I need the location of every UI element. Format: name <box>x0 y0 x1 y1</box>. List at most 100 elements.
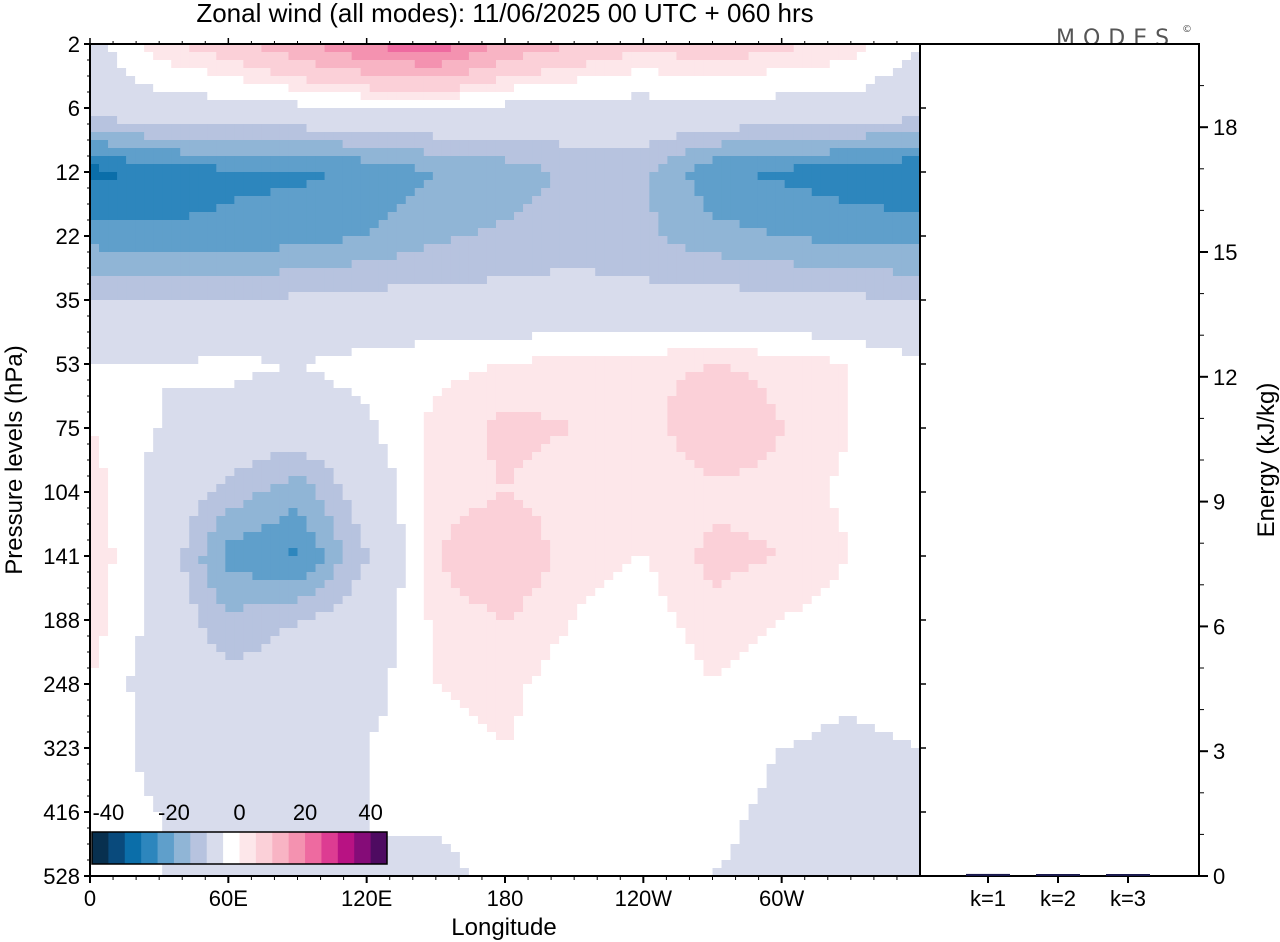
field-cell <box>712 268 723 277</box>
field-cell <box>514 436 524 445</box>
field-cell <box>559 44 569 53</box>
field-cell <box>171 260 181 269</box>
field-cell <box>784 292 795 301</box>
field-cell <box>568 172 578 181</box>
field-cell <box>883 460 894 469</box>
field-cell <box>468 372 479 381</box>
field-cell <box>838 300 849 309</box>
field-cell <box>613 76 623 85</box>
field-cell <box>703 388 714 397</box>
field-cell <box>99 356 109 365</box>
field-cell <box>459 172 470 181</box>
field-cell <box>360 468 371 477</box>
field-cell <box>477 164 488 173</box>
field-cell <box>306 212 317 221</box>
field-cell <box>793 116 804 125</box>
field-cell <box>892 308 903 317</box>
field-cell <box>739 412 750 421</box>
field-cell <box>730 196 741 205</box>
field-cell <box>396 460 407 469</box>
field-cell <box>892 324 903 333</box>
field-cell <box>378 460 389 469</box>
field-cell <box>838 132 849 141</box>
field-cell <box>838 196 849 205</box>
field-cell <box>270 220 281 229</box>
field-cell <box>649 52 659 61</box>
field-cell <box>288 124 299 133</box>
field-cell <box>315 180 326 189</box>
field-cell <box>207 276 217 285</box>
field-cell <box>432 332 443 341</box>
field-cell <box>108 436 118 445</box>
field-cell <box>631 76 641 85</box>
field-cell <box>811 180 822 189</box>
field-cell <box>640 372 650 381</box>
field-cell <box>541 292 551 301</box>
field-cell <box>676 76 687 85</box>
field-cell <box>766 132 777 141</box>
field-cell <box>387 236 398 245</box>
field-cell <box>586 180 596 189</box>
field-cell <box>99 92 109 101</box>
field-cell <box>324 172 335 181</box>
field-cell <box>468 116 479 125</box>
field-cell <box>784 380 795 389</box>
field-cell <box>432 92 443 101</box>
field-cell <box>99 404 109 413</box>
field-cell <box>108 380 118 389</box>
field-cell <box>595 76 605 85</box>
field-cell <box>486 292 497 301</box>
field-cell <box>297 468 308 477</box>
field-cell <box>153 156 163 165</box>
field-cell <box>514 132 524 141</box>
field-cell <box>883 68 894 77</box>
field-cell <box>820 84 831 93</box>
field-cell <box>180 428 190 437</box>
field-cell <box>712 172 723 181</box>
field-cell <box>541 436 551 445</box>
field-cell <box>99 172 109 181</box>
field-cell <box>622 452 632 461</box>
field-cell <box>586 388 596 397</box>
field-cell <box>477 428 488 437</box>
field-cell <box>90 380 100 389</box>
field-cell <box>378 388 389 397</box>
field-cell <box>333 116 344 125</box>
field-cell <box>90 332 100 341</box>
field-cell <box>261 276 272 285</box>
field-cell <box>126 188 136 197</box>
field-cell <box>234 276 244 285</box>
field-cell <box>495 300 506 309</box>
field-cell <box>369 60 380 69</box>
field-cell <box>153 236 163 245</box>
field-cell <box>342 76 353 85</box>
field-cell <box>649 132 659 141</box>
field-cell <box>802 284 813 293</box>
field-cell <box>108 116 118 125</box>
field-cell <box>550 372 560 381</box>
field-cell <box>324 316 335 325</box>
field-cell <box>640 164 650 173</box>
field-cell <box>153 356 163 365</box>
field-cell <box>180 228 190 237</box>
field-cell <box>207 460 217 469</box>
field-cell <box>523 76 533 85</box>
field-cell <box>324 348 335 357</box>
field-cell <box>117 356 127 365</box>
field-cell <box>550 468 560 477</box>
field-cell <box>550 260 560 269</box>
field-cell <box>153 204 163 213</box>
field-cell <box>459 308 470 317</box>
field-cell <box>712 260 723 269</box>
field-cell <box>198 476 208 485</box>
field-cell <box>108 316 118 325</box>
field-cell <box>477 380 488 389</box>
field-cell <box>658 204 668 213</box>
field-cell <box>640 308 650 317</box>
field-cell <box>703 156 714 165</box>
field-cell <box>351 308 362 317</box>
field-cell <box>189 60 199 69</box>
field-cell <box>586 428 596 437</box>
field-cell <box>901 372 912 381</box>
field-cell <box>387 116 398 125</box>
